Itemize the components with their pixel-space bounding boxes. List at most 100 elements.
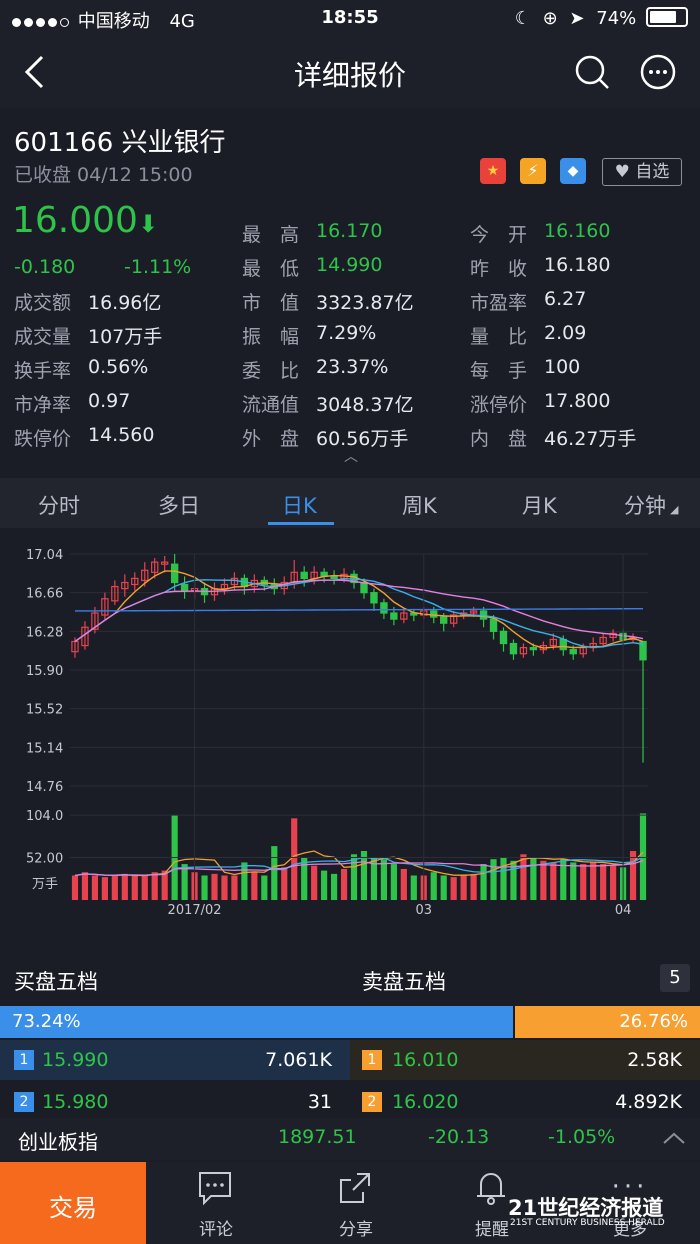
- stat-value: 6.27: [544, 288, 587, 310]
- stat-value: 14.990: [316, 254, 383, 276]
- volume-bar: [261, 875, 268, 900]
- ma-line: [74, 579, 644, 643]
- expand-up-icon[interactable]: [662, 1130, 686, 1146]
- carrier-name: 中国移动: [77, 11, 150, 32]
- volume-bar: [639, 813, 647, 900]
- volume-bar: [360, 851, 368, 900]
- price-value: 16.000: [12, 200, 138, 241]
- volume-tick-label: 52.00: [26, 852, 63, 867]
- candle-body: [489, 618, 498, 632]
- volume-bar: [490, 859, 497, 900]
- volume-bar: [311, 865, 318, 900]
- index-pct: -1.05%: [548, 1126, 616, 1148]
- candle-body: [559, 638, 567, 651]
- tab-weekly-k[interactable]: 周K: [402, 494, 437, 518]
- bell-icon: [477, 1173, 505, 1205]
- volume-bar: [440, 875, 447, 900]
- volume-bar: [91, 875, 99, 900]
- buy-book-title: 买盘五档: [14, 970, 98, 994]
- sell-ratio-fill: [514, 1006, 700, 1038]
- volume-bar: [271, 846, 278, 900]
- more-button[interactable]: ··· 更多: [560, 1162, 700, 1244]
- candle-body: [170, 563, 179, 584]
- back-icon[interactable]: [22, 54, 46, 90]
- volume-ma-line: [74, 860, 644, 877]
- lightning-icon: ⚡: [520, 158, 546, 184]
- add-watchlist-button[interactable]: ♥ 自选: [602, 158, 682, 186]
- volume-bar: [610, 865, 617, 900]
- stat-value: 14.560: [88, 424, 155, 446]
- stat-label: 市 值: [242, 292, 300, 314]
- stat-value: 16.170: [316, 220, 383, 242]
- stat-label: 市净率: [14, 394, 72, 416]
- comment-button[interactable]: 评论: [146, 1162, 286, 1244]
- tab-monthly-k[interactable]: 月K: [522, 494, 557, 518]
- buy-sell-ratio-bar: 73.24% 26.76%: [0, 1006, 700, 1038]
- index-ticker[interactable]: 创业板指 1897.51 -20.13 -1.05%: [0, 1118, 700, 1160]
- comment-label: 评论: [199, 1220, 233, 1240]
- book-mode-button[interactable]: 5: [660, 964, 690, 992]
- battery-percent: 74%: [596, 8, 637, 29]
- candle-body: [91, 612, 99, 630]
- volume-bar: [540, 860, 547, 900]
- candle-body: [509, 642, 518, 655]
- volume-bar: [510, 860, 517, 900]
- volume-ma-line: [74, 856, 644, 877]
- volume-bar: [151, 872, 158, 900]
- volume-bar: [301, 857, 308, 900]
- remind-label: 提醒: [475, 1220, 509, 1240]
- candle-body: [111, 585, 119, 602]
- volume-bar: [380, 859, 388, 900]
- stat-label: 最 低: [242, 258, 300, 280]
- price-tick-label: 17.04: [26, 548, 63, 563]
- volume-bar: [470, 873, 477, 900]
- tab-daily-k[interactable]: 日K: [282, 494, 317, 518]
- candle-body: [220, 583, 229, 590]
- share-button[interactable]: 分享: [286, 1162, 426, 1244]
- tab-timeshare[interactable]: 分时: [38, 494, 80, 518]
- stat-label: 振 幅: [242, 326, 300, 348]
- candle-body: [370, 592, 378, 604]
- volume-bar: [430, 872, 437, 900]
- china-flag-icon: ★: [480, 158, 506, 184]
- kline-chart[interactable]: 17.04 16.66 16.28 15.90 15.52 15.14 14.76 104.…: [0, 530, 700, 920]
- quote-panel: 601166 兴业银行 已收盘 04/12 15:00 ★ ⚡ ◆ ♥ 自选 1…: [0, 108, 700, 468]
- stat-label: 最 高: [242, 224, 300, 246]
- stat-value: 16.96亿: [88, 292, 162, 314]
- more-menu-icon[interactable]: [640, 54, 676, 90]
- price-change-pct: -1.11%: [124, 256, 192, 278]
- volume-bar: [231, 875, 238, 900]
- tab-minute[interactable]: 分钟 ◢: [624, 490, 678, 520]
- price-change: -0.180: [14, 256, 76, 278]
- sell-price: 16.020: [392, 1091, 459, 1113]
- x-tick-label: 04: [615, 903, 632, 918]
- candle-body: [599, 636, 607, 645]
- expand-chevron-icon[interactable]: ︿: [344, 449, 358, 465]
- tag-icon: ◆: [560, 158, 586, 184]
- candle-body: [569, 649, 577, 655]
- candle-body: [160, 561, 169, 565]
- buy-level-badge: 1: [14, 1050, 34, 1070]
- stat-label: 量 比: [470, 326, 528, 348]
- remind-button[interactable]: 提醒: [422, 1162, 562, 1244]
- volume-bar: [410, 875, 417, 900]
- stat-value: 16.180: [544, 254, 611, 276]
- volume-bar: [330, 873, 338, 900]
- price-tick-label: 15.14: [26, 741, 63, 756]
- volume-bar: [350, 854, 358, 900]
- buy-volume: 31: [307, 1091, 332, 1113]
- candle-body: [400, 612, 408, 620]
- trade-button[interactable]: 交易: [0, 1162, 146, 1244]
- x-tick-label: 2017/02: [168, 903, 222, 918]
- search-icon[interactable]: [574, 54, 610, 90]
- tab-minute-label: 分钟: [624, 494, 666, 518]
- stock-name: 601166 兴业银行: [14, 128, 226, 158]
- nav-bar: 详细报价: [0, 36, 700, 108]
- sell-price: 16.010: [392, 1049, 459, 1071]
- candle-body: [499, 630, 508, 645]
- tab-multiday[interactable]: 多日: [158, 494, 200, 518]
- market-status: 已收盘 04/12 15:00: [14, 164, 193, 186]
- stat-label: 成交量: [14, 326, 72, 348]
- buy-pct: 73.24%: [12, 1011, 81, 1032]
- volume-bar: [111, 875, 118, 900]
